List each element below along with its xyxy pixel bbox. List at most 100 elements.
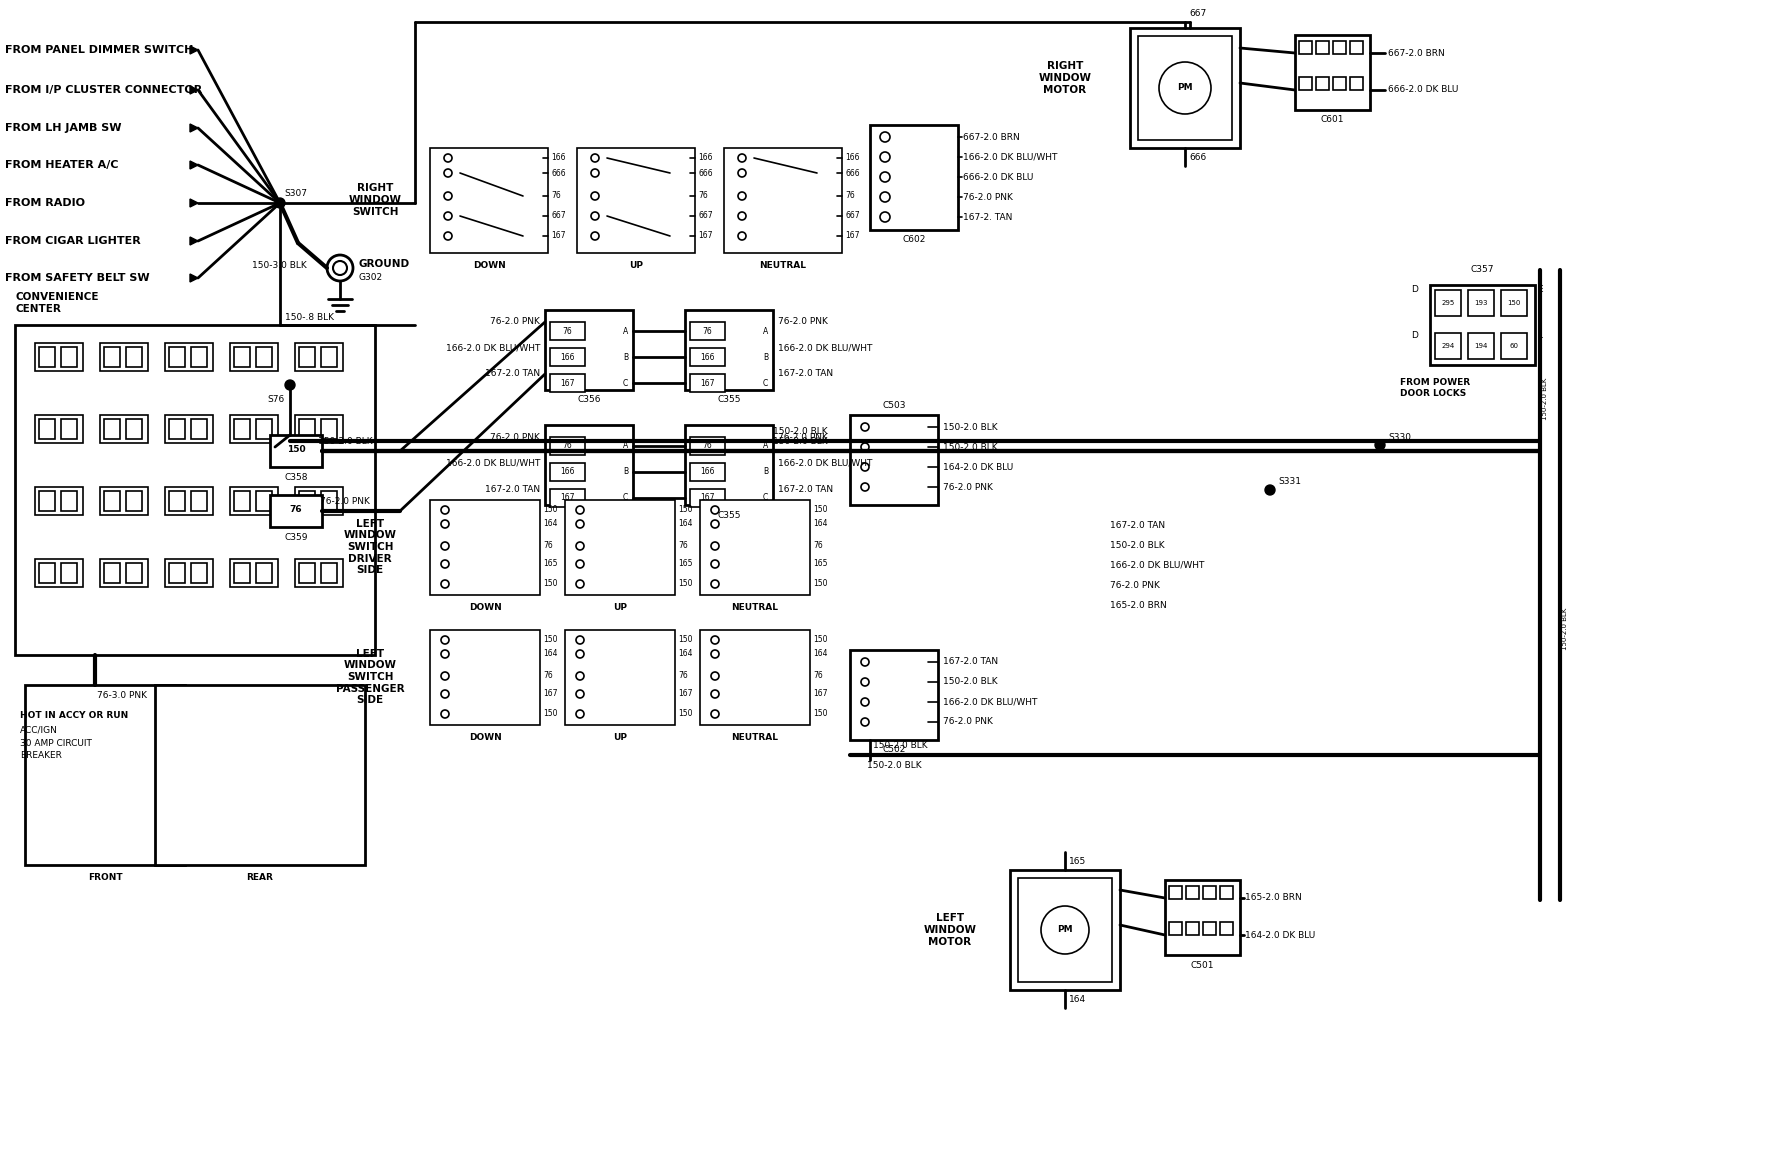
Text: 76: 76 [543, 672, 552, 681]
Bar [545, 310, 632, 390]
Bar [1350, 41, 1362, 54]
Circle shape [284, 380, 295, 390]
Bar [565, 630, 675, 725]
Text: 76: 76 [698, 192, 709, 201]
Text: 150: 150 [678, 506, 693, 514]
Circle shape [861, 484, 868, 491]
Circle shape [444, 232, 453, 239]
Circle shape [327, 255, 353, 281]
Circle shape [440, 651, 449, 658]
Text: 76-2.0 PNK: 76-2.0 PNK [963, 193, 1012, 202]
Text: 167-2.0 TAN: 167-2.0 TAN [778, 485, 833, 494]
Text: 164: 164 [678, 649, 693, 659]
Text: 167: 167 [559, 494, 574, 502]
Bar [1350, 77, 1362, 90]
Bar [691, 348, 725, 366]
Bar [169, 563, 185, 583]
Bar [60, 347, 76, 367]
Text: 295: 295 [1442, 300, 1455, 306]
Bar [725, 148, 842, 253]
Bar [577, 148, 694, 253]
Circle shape [1265, 485, 1275, 495]
Circle shape [879, 132, 890, 142]
Bar [686, 310, 773, 390]
Bar [192, 563, 208, 583]
Text: 166-2.0 DK BLU/WHT: 166-2.0 DK BLU/WHT [963, 153, 1057, 161]
Text: 167: 167 [698, 231, 712, 241]
Text: 76-3.0 PNK: 76-3.0 PNK [98, 690, 147, 700]
Text: 150-2.0 BLK: 150-2.0 BLK [867, 760, 922, 770]
Bar [551, 348, 584, 366]
Circle shape [440, 520, 449, 528]
Circle shape [879, 152, 890, 162]
Bar [700, 630, 810, 725]
Circle shape [440, 690, 449, 698]
Bar [686, 425, 773, 505]
Bar [192, 491, 208, 512]
Bar [551, 437, 584, 456]
Text: 76-2.0 PNK: 76-2.0 PNK [778, 432, 828, 442]
Text: 150: 150 [678, 709, 693, 718]
Circle shape [1041, 906, 1089, 954]
Bar [1186, 887, 1199, 899]
Text: 164: 164 [813, 649, 828, 659]
Circle shape [710, 672, 719, 680]
Bar [321, 491, 337, 512]
Bar [1501, 290, 1527, 317]
Bar [321, 563, 337, 583]
Text: RIGHT
WINDOW
MOTOR: RIGHT WINDOW MOTOR [1039, 62, 1092, 95]
Text: 166: 166 [551, 153, 565, 162]
Circle shape [444, 169, 453, 178]
Bar [165, 415, 213, 443]
Text: 166-2.0 DK BLU/WHT: 166-2.0 DK BLU/WHT [778, 343, 872, 353]
Bar [1169, 922, 1183, 936]
Bar [1165, 880, 1240, 955]
Bar [192, 347, 208, 367]
Text: C503: C503 [883, 401, 906, 410]
Bar [234, 347, 250, 367]
Polygon shape [190, 199, 197, 207]
Text: 166-2.0 DK BLU/WHT: 166-2.0 DK BLU/WHT [446, 459, 540, 467]
Bar [36, 487, 83, 515]
Text: C: C [762, 494, 767, 502]
Text: 76: 76 [678, 542, 687, 550]
Text: 666-2.0 DK BLU: 666-2.0 DK BLU [963, 173, 1034, 181]
Text: 150: 150 [678, 635, 693, 645]
Bar [231, 415, 279, 443]
Circle shape [575, 580, 584, 588]
Text: S76: S76 [268, 396, 284, 404]
Text: 167: 167 [700, 494, 714, 502]
Circle shape [591, 154, 599, 162]
Text: 76: 76 [702, 442, 712, 451]
Circle shape [710, 690, 719, 698]
Bar [99, 415, 147, 443]
Bar [99, 487, 147, 515]
Text: 150-2.0 BLK: 150-2.0 BLK [1563, 607, 1568, 651]
Circle shape [575, 559, 584, 568]
Bar [295, 343, 343, 371]
Text: NEUTRAL: NEUTRAL [760, 260, 806, 270]
Text: 150: 150 [1508, 300, 1520, 306]
Text: 150: 150 [813, 635, 828, 645]
Circle shape [444, 192, 453, 200]
Text: 150-.8 BLK: 150-.8 BLK [284, 313, 334, 322]
Text: FROM CIGAR LIGHTER: FROM CIGAR LIGHTER [5, 236, 140, 246]
Text: C356: C356 [577, 396, 600, 404]
Text: 76-2.0 PNK: 76-2.0 PNK [320, 496, 369, 506]
Polygon shape [190, 161, 197, 169]
Text: FROM LH JAMB SW: FROM LH JAMB SW [5, 123, 121, 133]
Bar [165, 487, 213, 515]
Bar [1186, 922, 1199, 936]
Text: 165: 165 [543, 559, 558, 569]
Text: 667: 667 [1188, 9, 1206, 19]
Text: UP: UP [613, 603, 627, 612]
Bar [1202, 922, 1217, 936]
Text: 150-2.0 BLK: 150-2.0 BLK [943, 677, 998, 687]
Text: 30 AMP CIRCUIT: 30 AMP CIRCUIT [20, 738, 92, 748]
Text: 76-2.0 PNK: 76-2.0 PNK [778, 318, 828, 327]
Bar [105, 347, 121, 367]
Bar [1316, 41, 1328, 54]
Bar [700, 500, 810, 595]
Text: 667-2.0 BRN: 667-2.0 BRN [1389, 49, 1444, 57]
Bar [169, 347, 185, 367]
